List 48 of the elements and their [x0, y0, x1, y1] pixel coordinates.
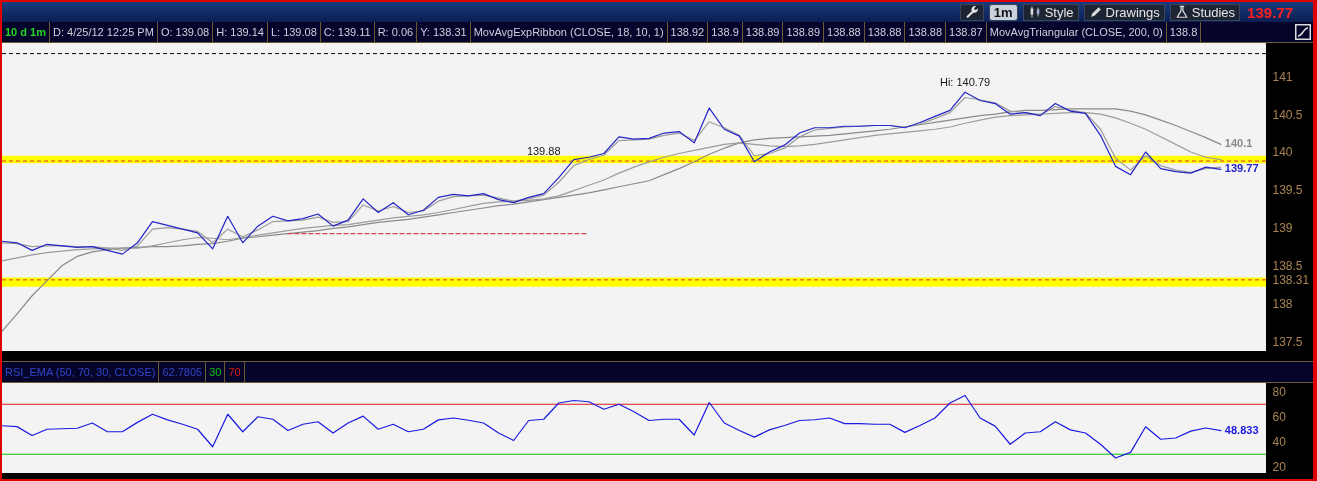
y-tick-label: 40: [1272, 435, 1287, 450]
text: H: 139.14: [213, 22, 268, 42]
text: 138.92: [667, 22, 709, 42]
text: R: 0.06: [374, 22, 418, 42]
y-tick-label: 138.31: [1272, 273, 1310, 288]
toolbar-button: 1m: [988, 3, 1018, 21]
text: L: 139.08: [267, 22, 321, 42]
toolbar-button: Drawings: [1083, 3, 1165, 21]
text: 62.7805: [159, 362, 207, 382]
toolbar-button: Style: [1022, 3, 1079, 21]
chart-title: RSI_EMA (50, 70, 30, CLOSE): [2, 362, 160, 382]
text: D: 4/25/12 12:25 PM: [49, 22, 158, 42]
y-tick-label: 138: [1272, 296, 1293, 311]
y-tick-label: 20: [1272, 460, 1287, 475]
text: 138.9: [708, 22, 743, 42]
y-tick-label: 141: [1272, 69, 1293, 84]
data-label: 140.1: [1224, 137, 1253, 150]
text: 138.8: [1166, 22, 1202, 42]
y-tick-label: 137.5: [1272, 334, 1303, 349]
text: O: 139.08: [157, 22, 214, 42]
text: 138.89: [742, 22, 784, 42]
text: MovAvgExpRibbon (CLOSE, 18, 10, 1): [470, 22, 668, 42]
ref-line-label: 70: [225, 362, 245, 382]
text: 138.88: [864, 22, 906, 42]
text: Y: 138.31: [417, 22, 471, 42]
text: 138.89: [783, 22, 825, 42]
text: 138.88: [824, 22, 865, 42]
y-tick-label: 139: [1272, 221, 1293, 236]
annotation: Hi: 140.79: [939, 76, 991, 89]
text: MovAvgTriangular (CLOSE, 200, 0): [986, 22, 1167, 42]
y-tick-label: 80: [1272, 385, 1287, 400]
y-tick-label: 139.5: [1272, 183, 1303, 198]
text: C: 139.11: [320, 22, 375, 42]
text: 138.87: [946, 22, 987, 42]
data-label: 48.833: [1224, 423, 1259, 436]
text: 138.88: [905, 22, 947, 42]
y-tick-label: 140.5: [1272, 107, 1303, 122]
y-tick-label: 140: [1272, 145, 1293, 160]
toolbar-button: Studies: [1169, 3, 1241, 21]
y-tick-label: 60: [1272, 410, 1287, 425]
data-label: 139.77: [1247, 3, 1293, 21]
line-series: [2, 108, 1222, 332]
y-tick-label: 138.5: [1272, 258, 1303, 273]
chart-title: 10 d 1m: [2, 22, 50, 42]
ref-line-label: 30: [206, 362, 226, 382]
data-label: 139.77: [1224, 162, 1259, 175]
line-series: [2, 394, 1222, 459]
annotation: 139.88: [526, 145, 561, 158]
